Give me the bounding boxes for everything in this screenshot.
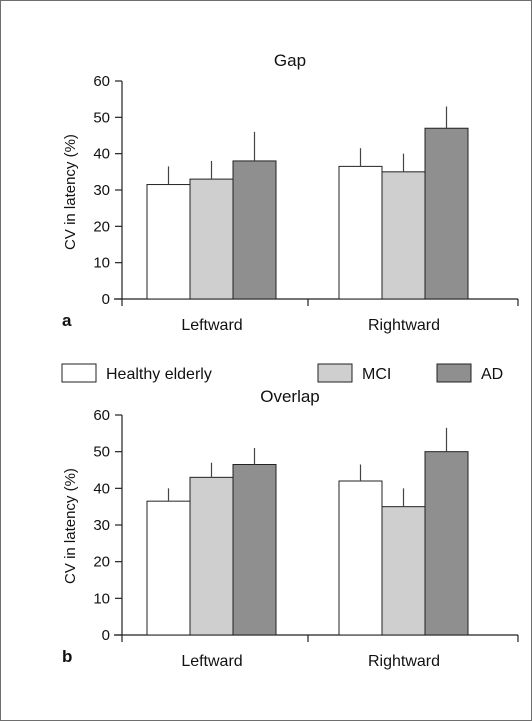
legend-label-mci: MCI <box>362 366 391 383</box>
legend-swatch-healthy-elderly <box>61 363 97 383</box>
bar <box>189 178 234 300</box>
legend-label-healthy-elderly: Healthy elderly <box>106 366 212 383</box>
y-tick-label: 0 <box>102 627 110 644</box>
bar <box>381 506 426 636</box>
legend-label-ad: AD <box>481 366 503 383</box>
y-axis-label: CV in latency (%) <box>62 468 79 584</box>
panel-letter: b <box>62 647 72 666</box>
panel-title: Gap <box>274 51 306 70</box>
y-tick-label: 50 <box>93 109 110 126</box>
y-axis-label: CV in latency (%) <box>62 134 79 250</box>
y-tick-label: 20 <box>93 218 110 235</box>
bar <box>424 127 469 300</box>
y-tick-label: 30 <box>93 517 110 534</box>
bar <box>146 500 191 636</box>
bar <box>146 184 191 300</box>
plot-area: 0 10 20 30 40 50 60 Leftward Rightward <box>93 407 519 670</box>
panel-b: Overlap CV in latency (%) b 0 10 20 30 40 50 6… <box>62 387 519 670</box>
y-tick-label: 10 <box>93 590 110 607</box>
panel-letter: a <box>62 311 72 330</box>
x-category-label: Rightward <box>368 317 440 334</box>
y-tick-label: 40 <box>93 146 110 163</box>
bar <box>381 171 426 300</box>
y-tick-label: 0 <box>102 291 110 308</box>
bar <box>232 160 277 300</box>
y-tick-label: 30 <box>93 182 110 199</box>
bar <box>189 476 234 636</box>
y-tick-label: 50 <box>93 444 110 461</box>
y-tick-label: 40 <box>93 480 110 497</box>
legend-swatch-ad <box>436 363 472 383</box>
y-tick-label: 60 <box>93 73 110 90</box>
panel-title: Overlap <box>260 387 320 406</box>
bar <box>338 165 383 300</box>
bar <box>232 464 277 636</box>
legend-swatch-mci <box>317 363 353 383</box>
x-category-label: Leftward <box>181 317 242 334</box>
bar <box>338 480 383 636</box>
y-tick-label: 60 <box>93 407 110 424</box>
x-category-label: Rightward <box>368 653 440 670</box>
y-tick-label: 10 <box>93 255 110 272</box>
panel-a: Gap CV in latency (%) a 0 10 20 30 40 50 60 Lef… <box>62 51 519 334</box>
y-tick-label: 20 <box>93 554 110 571</box>
x-category-label: Leftward <box>181 653 242 670</box>
legend: Healthy elderly MCI AD <box>61 363 503 383</box>
bar <box>424 451 469 636</box>
plot-area: 0 10 20 30 40 50 60 Leftward Rightward <box>93 73 519 334</box>
